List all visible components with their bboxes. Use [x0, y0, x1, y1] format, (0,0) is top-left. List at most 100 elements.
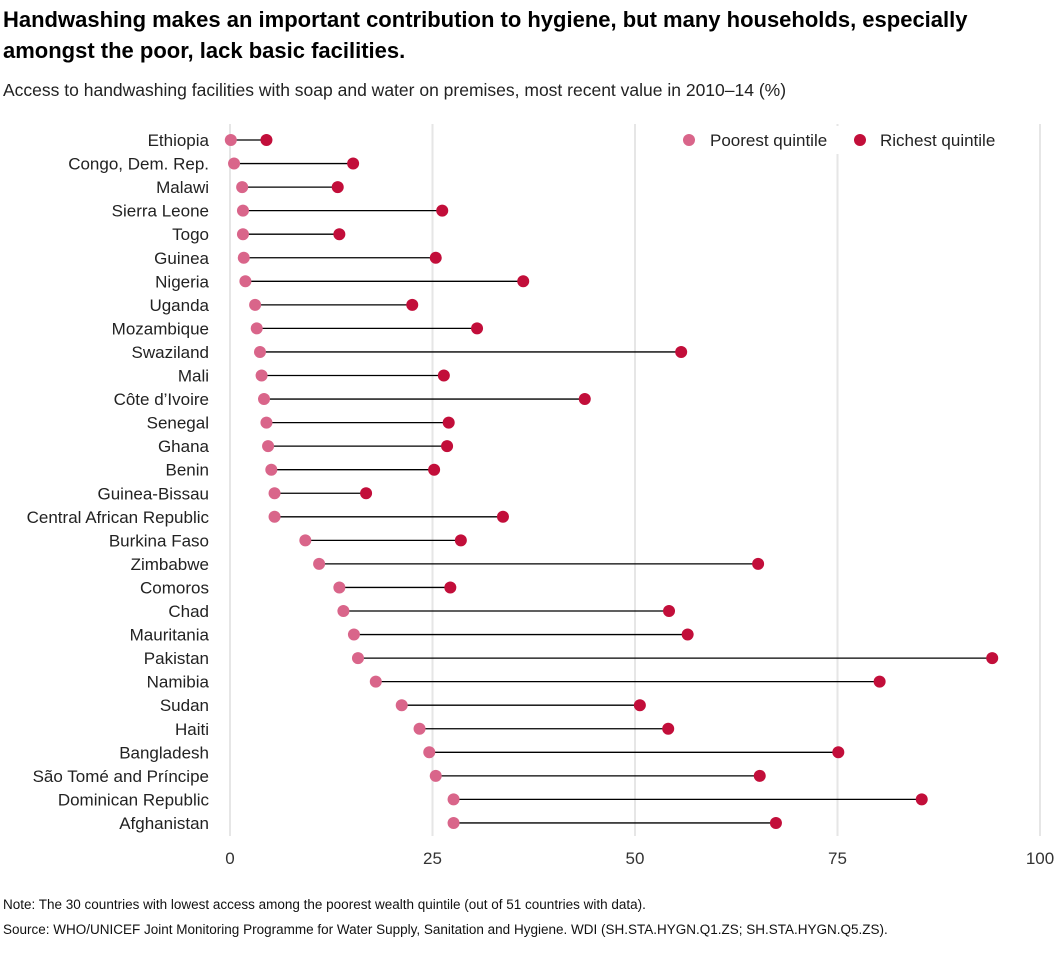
legend-background: [672, 126, 1017, 154]
poorest-point: [255, 369, 268, 382]
poorest-point: [236, 204, 249, 217]
category-labels: Ethiopia Congo, Dem. Rep. Malawi Sierra Leo…: [27, 131, 210, 833]
country-label: Pakistan: [144, 649, 209, 668]
richest-point: [333, 228, 346, 241]
country-label: Nigeria: [155, 272, 209, 291]
richest-point: [436, 204, 449, 217]
country-label: Benin: [166, 461, 209, 480]
richest-point: [360, 487, 373, 500]
country-label: Zimbabwe: [131, 555, 209, 574]
richest-point: [832, 746, 845, 759]
poorest-point: [347, 628, 360, 641]
poorest-point: [369, 675, 382, 688]
poorest-point: [268, 487, 281, 500]
x-tick-label: 50: [626, 849, 645, 868]
richest-point: [437, 369, 450, 382]
country-label: Côte d’Ivoire: [114, 390, 209, 409]
richest-point: [454, 534, 467, 547]
poorest-point: [447, 793, 460, 806]
country-label: Ghana: [158, 437, 210, 456]
poorest-point: [249, 298, 262, 311]
poorest-point: [236, 228, 249, 241]
country-label: Togo: [172, 225, 209, 244]
country-label: Mali: [178, 367, 209, 386]
country-label: Ethiopia: [148, 131, 210, 150]
richest-point: [915, 793, 928, 806]
country-label: Uganda: [149, 296, 209, 315]
country-label: Afghanistan: [119, 814, 209, 833]
country-label: Malawi: [156, 178, 209, 197]
richest-point: [769, 816, 782, 829]
richest-point: [406, 298, 419, 311]
country-label: Guinea-Bissau: [97, 484, 209, 503]
poorest-point: [237, 251, 250, 264]
points: [224, 134, 999, 829]
country-label: São Tomé and Príncipe: [33, 767, 209, 786]
country-label: Dominican Republic: [58, 790, 210, 809]
poorest-point: [413, 722, 426, 735]
country-label: Comoros: [140, 578, 209, 597]
poorest-point: [260, 416, 273, 429]
x-tick-label: 75: [828, 849, 847, 868]
poorest-point: [268, 510, 281, 523]
poorest-point: [333, 581, 346, 594]
richest-point: [873, 675, 886, 688]
poorest-point: [299, 534, 312, 547]
chart-subtitle: Access to handwashing facilities with so…: [3, 80, 787, 100]
richest-point: [347, 157, 360, 170]
country-label: Burkina Faso: [109, 531, 209, 550]
poorest-point: [239, 275, 252, 288]
richest-point: [517, 275, 530, 288]
poorest-point: [262, 440, 275, 453]
country-label: Sierra Leone: [112, 202, 209, 221]
legend-label-richest: Richest quintile: [880, 131, 995, 150]
chart-title: Handwashing makes an important contribut…: [3, 7, 968, 63]
richest-point: [986, 652, 999, 665]
richest-point: [663, 605, 676, 617]
country-label: Swaziland: [132, 343, 210, 362]
poorest-point: [250, 322, 263, 335]
country-label: Bangladesh: [119, 743, 209, 762]
country-label: Congo, Dem. Rep.: [68, 155, 209, 174]
richest-point: [633, 699, 646, 712]
chart-source: Source: WHO/UNICEF Joint Monitoring Prog…: [3, 922, 888, 937]
x-tick-label: 25: [423, 849, 442, 868]
richest-point: [662, 722, 675, 735]
poorest-point: [447, 816, 460, 829]
country-label: Sudan: [160, 696, 209, 715]
richest-point: [753, 769, 766, 782]
richest-point: [444, 581, 457, 594]
richest-point: [681, 628, 694, 641]
richest-point: [578, 393, 591, 406]
poorest-point: [236, 181, 249, 194]
richest-point: [260, 134, 273, 146]
richest-point: [428, 463, 441, 476]
gridlines: [229, 124, 1041, 836]
country-label: Mauritania: [130, 626, 210, 645]
legend: Poorest quintile Richest quintile: [672, 126, 1017, 154]
country-label: Central African Republic: [27, 508, 210, 527]
poorest-point: [228, 157, 241, 170]
country-label: Senegal: [147, 414, 209, 433]
legend-marker-poorest: [683, 134, 695, 146]
poorest-point: [313, 557, 326, 570]
dumbbell-chart: Ethiopia Congo, Dem. Rep. Malawi Sierra Leo…: [27, 124, 1054, 868]
country-label: Namibia: [147, 673, 210, 692]
legend-label-poorest: Poorest quintile: [710, 131, 827, 150]
poorest-point: [337, 605, 350, 617]
x-tick-label: 100: [1026, 849, 1054, 868]
richest-point: [331, 181, 344, 194]
x-axis-ticks: 0 25 50 75 100: [225, 849, 1054, 868]
richest-point: [471, 322, 484, 335]
country-label: Guinea: [154, 249, 209, 268]
richest-point: [442, 416, 455, 429]
richest-point: [752, 557, 765, 570]
richest-point: [496, 510, 509, 523]
country-label: Mozambique: [112, 319, 209, 338]
country-label: Haiti: [175, 720, 209, 739]
richest-point: [429, 251, 442, 264]
richest-point: [675, 345, 688, 358]
x-tick-label: 0: [225, 849, 234, 868]
richest-point: [441, 440, 454, 453]
connectors: [230, 139, 993, 824]
